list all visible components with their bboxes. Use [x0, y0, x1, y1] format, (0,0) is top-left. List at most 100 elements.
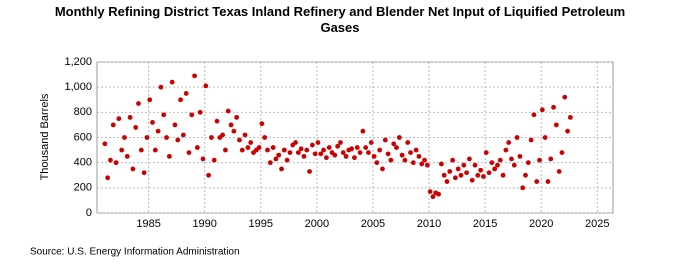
data-point — [315, 140, 321, 145]
data-point — [295, 150, 301, 156]
data-point — [321, 147, 326, 153]
y-tick-label: 600 — [74, 131, 92, 143]
y-tick-label: 400 — [74, 157, 92, 169]
data-point — [178, 97, 183, 103]
data-point — [332, 152, 338, 158]
data-point — [427, 189, 433, 195]
data-point — [419, 161, 425, 167]
data-point — [537, 157, 542, 163]
data-point — [464, 170, 470, 176]
data-point — [127, 114, 133, 120]
data-point — [405, 140, 411, 145]
data-point — [391, 141, 397, 147]
y-tick-label: 0 — [86, 207, 92, 219]
data-point — [360, 128, 366, 134]
data-point — [287, 150, 293, 156]
data-point — [495, 162, 500, 168]
data-point — [267, 160, 273, 166]
data-point — [200, 156, 206, 162]
data-point — [486, 170, 492, 176]
data-point — [438, 161, 444, 167]
data-point — [223, 147, 228, 153]
data-point — [354, 145, 360, 150]
data-point — [166, 153, 172, 159]
chart-title: Monthly Refining District Texas Inland R… — [54, 4, 626, 35]
data-point — [450, 157, 455, 163]
data-point — [503, 147, 509, 153]
data-point — [189, 112, 195, 118]
data-point — [262, 135, 268, 140]
data-point — [214, 118, 220, 124]
data-point — [413, 147, 419, 153]
data-point — [481, 174, 486, 179]
data-point — [323, 155, 329, 161]
data-point — [211, 157, 217, 163]
data-point — [158, 84, 164, 90]
data-point — [565, 128, 570, 134]
data-point — [497, 157, 503, 163]
data-point — [234, 114, 240, 120]
data-point — [506, 140, 512, 145]
data-point — [517, 153, 523, 159]
data-point — [343, 153, 349, 159]
data-point — [239, 147, 245, 153]
data-point — [562, 94, 568, 100]
x-tick-label: 2020 — [529, 218, 553, 230]
data-point — [352, 155, 357, 161]
data-point — [492, 166, 498, 172]
data-point — [192, 73, 197, 79]
data-point — [150, 120, 155, 125]
y-tick-label: 1,200 — [64, 56, 92, 68]
data-point — [534, 179, 540, 184]
data-point — [452, 175, 458, 181]
data-point — [164, 135, 169, 140]
data-point — [242, 132, 248, 138]
data-point — [436, 191, 441, 197]
data-point — [144, 135, 150, 140]
data-point — [309, 142, 315, 148]
data-point — [402, 157, 408, 163]
data-point — [500, 172, 506, 178]
data-point — [472, 162, 478, 168]
data-point — [388, 157, 394, 163]
data-point — [133, 125, 139, 130]
data-point — [326, 145, 332, 150]
data-point — [467, 156, 472, 162]
data-point — [523, 172, 528, 178]
data-point — [113, 160, 119, 166]
data-point — [237, 137, 242, 143]
data-point — [130, 166, 136, 172]
data-point — [399, 152, 405, 158]
data-point — [349, 146, 355, 152]
data-point — [273, 156, 279, 162]
data-point — [301, 153, 307, 159]
data-point — [511, 162, 517, 168]
data-point — [520, 185, 526, 191]
data-point — [385, 151, 391, 157]
data-point — [186, 150, 192, 156]
data-point — [545, 179, 551, 184]
data-point — [394, 145, 399, 150]
data-point — [542, 135, 548, 140]
data-point — [559, 150, 565, 156]
x-tick-label: 2025 — [585, 218, 609, 230]
data-point — [318, 151, 324, 157]
x-tick-label: 1990 — [192, 218, 216, 230]
data-point — [444, 179, 450, 184]
data-point — [270, 145, 276, 150]
data-point — [293, 140, 298, 145]
data-point — [366, 150, 371, 156]
data-point — [430, 194, 436, 200]
data-point — [105, 175, 111, 181]
data-point — [424, 162, 430, 168]
data-point — [220, 132, 226, 138]
data-point — [172, 122, 178, 128]
data-point — [183, 91, 189, 96]
x-tick-label: 2015 — [473, 218, 497, 230]
data-point — [531, 112, 537, 118]
data-point — [265, 147, 270, 153]
data-point — [206, 172, 212, 178]
y-axis-label: Thousand Barrels — [39, 93, 51, 180]
data-point — [553, 122, 559, 128]
x-tick-label: 2005 — [361, 218, 385, 230]
